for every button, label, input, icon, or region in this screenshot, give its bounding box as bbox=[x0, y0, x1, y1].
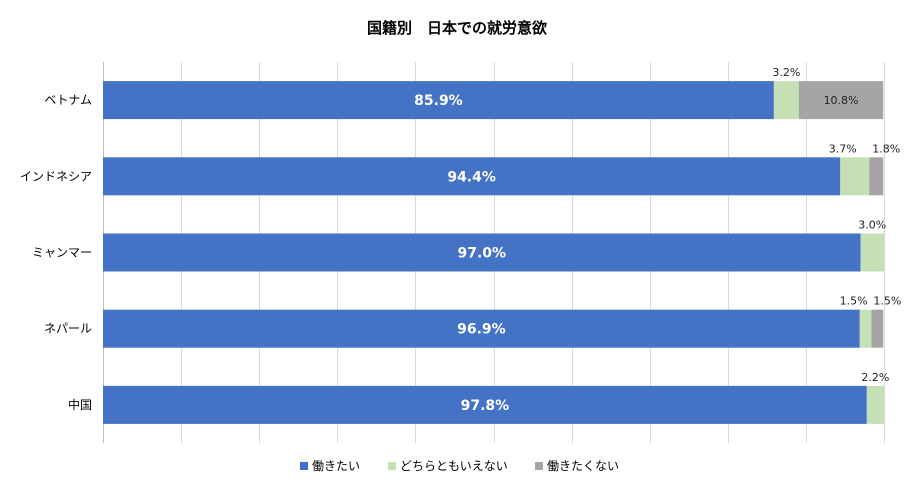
data-label: 1.5% bbox=[840, 295, 868, 308]
category-label: ミャンマー bbox=[32, 246, 92, 260]
bar-segment bbox=[840, 157, 870, 196]
legend-swatch bbox=[300, 462, 308, 470]
data-label: 94.4% bbox=[447, 169, 496, 185]
data-label: 96.9% bbox=[457, 322, 506, 338]
data-label: 97.0% bbox=[457, 246, 506, 262]
legend-label: 働きたくない bbox=[547, 459, 619, 473]
data-label: 2.2% bbox=[861, 371, 889, 384]
data-label: 97.8% bbox=[461, 398, 510, 414]
legend-label: どちらともいえない bbox=[400, 459, 508, 473]
legend-swatch bbox=[388, 462, 396, 470]
data-label: 1.5% bbox=[873, 295, 901, 308]
legend: 働きたい どちらともいえない 働きたくない bbox=[300, 459, 619, 473]
data-label: 3.0% bbox=[858, 219, 886, 232]
category-label: 中国 bbox=[68, 397, 92, 412]
bar-segment bbox=[871, 309, 884, 348]
bar-segment bbox=[773, 81, 799, 120]
bars bbox=[103, 81, 884, 424]
data-label: 10.8% bbox=[824, 94, 859, 107]
data-label: 3.2% bbox=[772, 66, 800, 79]
category-label: インドネシア bbox=[20, 169, 92, 183]
data-label: 85.9% bbox=[414, 93, 463, 109]
legend-swatch bbox=[535, 462, 543, 470]
bar-segment bbox=[103, 233, 861, 272]
chart-title: 国籍別 日本での就労意欲 bbox=[367, 19, 547, 37]
category-label: ネパール bbox=[44, 322, 92, 336]
data-labels: 85.9% 3.2% 10.8% 94.4% 3.7% 1.8% 97.0% 3.0% 96.9… bbox=[414, 66, 901, 414]
bar-segment bbox=[859, 309, 872, 348]
bar-segment bbox=[860, 233, 884, 272]
legend-label: 働きたい bbox=[312, 459, 360, 473]
bar-segment bbox=[869, 157, 884, 196]
bar-segment bbox=[103, 157, 841, 196]
bar-segment bbox=[798, 81, 884, 120]
data-label: 3.7% bbox=[829, 142, 857, 155]
bar-segment bbox=[103, 81, 774, 120]
bar-segment bbox=[103, 385, 867, 424]
bar-segment bbox=[866, 385, 884, 424]
bar-segment bbox=[103, 309, 860, 348]
category-label: ベトナム bbox=[44, 93, 92, 107]
data-label: 1.8% bbox=[872, 142, 900, 155]
